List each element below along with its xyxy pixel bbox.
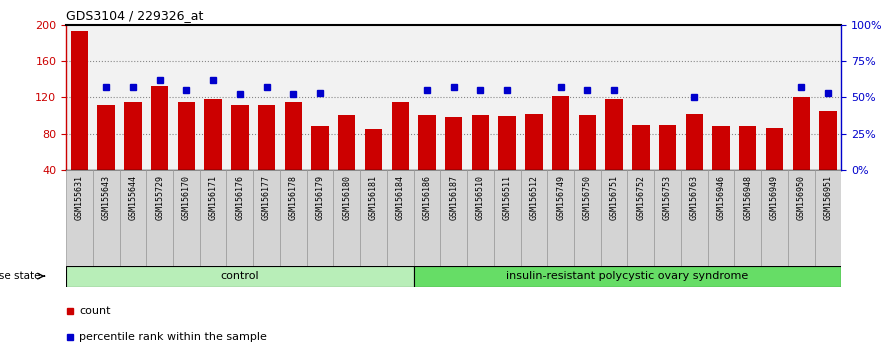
Bar (659, 125, 677, 170)
Bar (200, 170, 226, 267)
Bar (280, 170, 307, 267)
Bar (258, 104, 275, 170)
Bar (627, 170, 655, 267)
Text: GSM156949: GSM156949 (770, 175, 779, 220)
Bar (387, 170, 413, 267)
Bar (471, 115, 489, 170)
Bar (226, 170, 253, 267)
Text: GSM156511: GSM156511 (503, 175, 512, 220)
Text: GSM156751: GSM156751 (610, 175, 618, 220)
Bar (467, 170, 494, 267)
Text: GSM156750: GSM156750 (583, 175, 592, 220)
Text: control: control (220, 271, 259, 281)
Bar (819, 111, 837, 170)
Bar (204, 99, 222, 170)
Bar (681, 170, 707, 267)
Text: GSM156184: GSM156184 (396, 175, 404, 220)
Bar (440, 170, 467, 267)
Bar (735, 170, 761, 267)
Bar (360, 170, 387, 267)
Text: GSM156752: GSM156752 (636, 175, 646, 220)
Bar (605, 99, 623, 170)
Bar (793, 97, 810, 170)
Text: GSM156179: GSM156179 (315, 175, 324, 220)
Text: GSM156171: GSM156171 (209, 175, 218, 220)
Bar (418, 115, 436, 170)
Bar (93, 170, 120, 267)
Text: GSM156510: GSM156510 (476, 175, 485, 220)
Bar (552, 96, 569, 170)
Text: GSM156186: GSM156186 (423, 175, 432, 220)
Bar (70, 31, 88, 170)
Text: GSM156753: GSM156753 (663, 175, 672, 220)
Bar (311, 126, 329, 170)
Bar (413, 170, 440, 267)
Bar (391, 102, 409, 170)
Text: GSM156176: GSM156176 (235, 175, 244, 220)
Bar (633, 125, 649, 170)
Text: disease state: disease state (0, 271, 41, 281)
Bar (574, 170, 601, 267)
Bar (815, 170, 841, 267)
Text: GSM155644: GSM155644 (129, 175, 137, 220)
Bar (547, 170, 574, 267)
Text: GSM155643: GSM155643 (101, 175, 111, 220)
Text: GSM156946: GSM156946 (716, 175, 726, 220)
Bar (285, 102, 302, 170)
Bar (707, 170, 735, 267)
Text: GSM156181: GSM156181 (369, 175, 378, 220)
Bar (579, 115, 596, 170)
Text: GSM156177: GSM156177 (262, 175, 271, 220)
Bar (413, 266, 841, 287)
Bar (685, 114, 703, 170)
Text: GDS3104 / 229326_at: GDS3104 / 229326_at (66, 9, 204, 22)
Bar (788, 170, 815, 267)
Bar (521, 170, 547, 267)
Bar (333, 170, 360, 267)
Bar (494, 170, 521, 267)
Bar (766, 128, 783, 170)
Text: GSM156178: GSM156178 (289, 175, 298, 220)
Bar (713, 126, 729, 170)
Bar (761, 170, 788, 267)
Text: GSM156170: GSM156170 (181, 175, 191, 220)
Text: GSM156950: GSM156950 (796, 175, 806, 220)
Text: GSM155631: GSM155631 (75, 175, 84, 220)
Text: GSM156180: GSM156180 (343, 175, 352, 220)
Bar (173, 170, 200, 267)
Text: percentile rank within the sample: percentile rank within the sample (79, 332, 267, 342)
Bar (120, 170, 146, 267)
Bar (365, 129, 382, 170)
Text: GSM156763: GSM156763 (690, 175, 699, 220)
Text: GSM156187: GSM156187 (449, 175, 458, 220)
Bar (601, 170, 627, 267)
Bar (146, 170, 173, 267)
Text: GSM156512: GSM156512 (529, 175, 538, 220)
Bar (231, 104, 248, 170)
Bar (445, 117, 463, 170)
Bar (655, 170, 681, 267)
Text: count: count (79, 306, 111, 316)
Bar (66, 266, 413, 287)
Text: GSM156749: GSM156749 (556, 175, 565, 220)
Bar (739, 126, 757, 170)
Bar (178, 102, 195, 170)
Bar (98, 104, 115, 170)
Text: GSM155729: GSM155729 (155, 175, 164, 220)
Bar (66, 170, 93, 267)
Bar (307, 170, 333, 267)
Text: insulin-resistant polycystic ovary syndrome: insulin-resistant polycystic ovary syndr… (507, 271, 749, 281)
Text: GSM156948: GSM156948 (744, 175, 752, 220)
Bar (499, 116, 516, 170)
Bar (253, 170, 280, 267)
Bar (124, 102, 142, 170)
Bar (338, 115, 355, 170)
Text: GSM156951: GSM156951 (824, 175, 833, 220)
Bar (525, 114, 543, 170)
Bar (151, 86, 168, 170)
